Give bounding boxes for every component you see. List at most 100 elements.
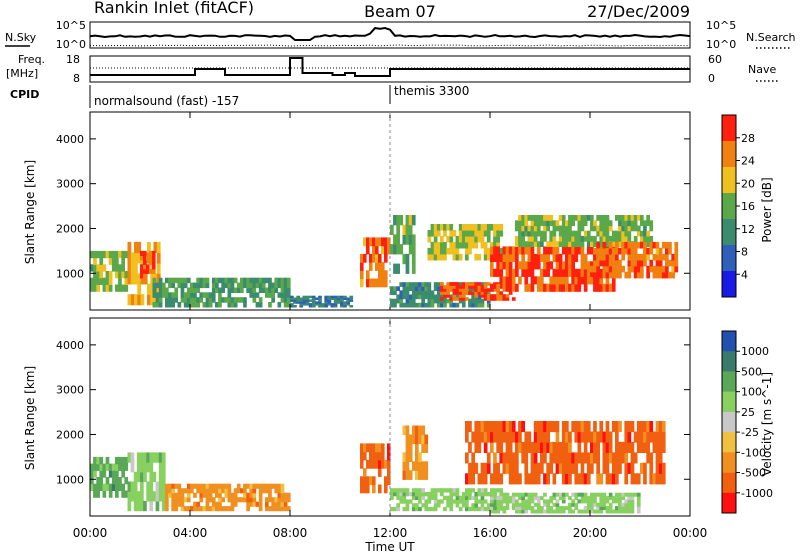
heatmap-cell <box>455 282 460 286</box>
heatmap-cell <box>155 297 160 303</box>
heatmap-cell <box>305 297 310 300</box>
heatmap-cell <box>433 235 438 243</box>
heatmap-cell <box>433 298 438 304</box>
heatmap-cell <box>311 305 316 308</box>
heatmap-cell <box>286 297 291 303</box>
heatmap-cell <box>449 492 454 497</box>
heatmap-cell <box>458 235 463 243</box>
heatmap-cell <box>363 484 367 494</box>
heatmap-cell <box>490 268 494 277</box>
heatmap-cell <box>418 434 422 445</box>
heatmap-cell <box>321 305 325 308</box>
heatmap-cell <box>268 492 272 498</box>
heatmap-cell <box>624 235 629 242</box>
heatmap-cell <box>583 506 588 511</box>
heatmap-cell <box>165 277 169 284</box>
heatmap-cell <box>590 265 594 273</box>
heatmap-cell <box>527 235 532 242</box>
heatmap-cell <box>483 285 488 289</box>
heatmap-cell <box>471 298 475 304</box>
heatmap-cell <box>277 483 282 489</box>
heatmap-cell <box>274 277 279 284</box>
heatmap-cell <box>508 421 513 433</box>
heatmap-cell <box>586 421 591 433</box>
heatmap-cell <box>580 496 585 501</box>
heatmap-cell <box>427 235 432 243</box>
heatmap-cell <box>378 253 382 263</box>
date-title: 27/Dec/2009 <box>587 2 690 21</box>
heatmap-cell <box>646 247 650 255</box>
heatmap-cell <box>636 506 641 511</box>
heatmap-cell <box>546 283 550 292</box>
heatmap-cell <box>436 241 441 249</box>
heatmap-cell <box>483 488 488 493</box>
heatmap-cell <box>471 462 475 474</box>
heatmap-cell <box>621 220 625 227</box>
heatmap-cell <box>415 434 419 445</box>
heatmap-cell <box>390 286 394 291</box>
freq-trace <box>90 57 690 77</box>
heatmap-cell <box>465 495 469 500</box>
heatmap-cell <box>449 288 454 292</box>
heatmap-cell <box>624 499 629 504</box>
heatmap-cell <box>465 297 469 301</box>
heatmap-cell <box>402 495 407 500</box>
heatmap-cell <box>249 287 254 293</box>
heatmap-cell <box>502 452 507 464</box>
heatmap-cell <box>586 473 591 485</box>
heatmap-cell <box>124 477 129 485</box>
heatmap-cell <box>480 291 485 295</box>
heatmap-cell <box>555 509 560 514</box>
heatmap-cell <box>305 303 310 306</box>
heatmap-cell <box>140 255 144 261</box>
heatmap-cell <box>468 302 472 308</box>
heatmap-cell <box>611 265 616 273</box>
heatmap-cell <box>521 253 525 262</box>
heatmap-cell <box>252 501 257 507</box>
heatmap-cell <box>518 492 522 497</box>
heatmap-cell <box>283 506 288 512</box>
heatmap-cell <box>533 215 538 221</box>
heatmap-cell <box>378 237 382 247</box>
heatmap-cell <box>156 241 161 253</box>
heatmap-cell <box>369 278 373 288</box>
heatmap-cell <box>93 284 97 292</box>
heatmap-cell <box>218 302 222 308</box>
heatmap-cell <box>271 501 275 507</box>
heatmap-cell <box>215 488 219 494</box>
heatmap-cell <box>568 253 572 262</box>
heatmap-cell <box>568 462 572 474</box>
heatmap-cell <box>599 509 604 514</box>
heatmap-cell <box>533 431 538 443</box>
heatmap-cell <box>258 302 263 308</box>
heatmap-cell <box>190 488 194 494</box>
heatmap-cell <box>593 253 597 261</box>
heatmap-cell <box>483 247 488 255</box>
heatmap-cell <box>527 261 532 270</box>
heatmap-cell <box>536 253 541 262</box>
heatmap-cell <box>565 276 569 285</box>
heatmap-cell <box>452 288 457 292</box>
heatmap-cell <box>586 241 591 247</box>
colorbar-tick-label: 500 <box>741 365 762 378</box>
heatmap-cell <box>274 483 279 489</box>
heatmap-cell <box>378 451 382 461</box>
heatmap-cell <box>99 477 104 485</box>
heatmap-cell <box>283 277 288 284</box>
colorbar-tick-label: -500 <box>741 467 766 480</box>
heatmap-cell <box>633 431 638 443</box>
heatmap-cell <box>555 421 560 433</box>
heatmap-cell <box>311 295 316 299</box>
heatmap-cell <box>363 476 367 486</box>
heatmap-cell <box>149 471 154 483</box>
heatmap-cell <box>580 421 585 433</box>
heatmap-cell <box>474 302 479 308</box>
heatmap-cell <box>533 276 538 285</box>
heatmap-cell <box>318 295 322 299</box>
colorbar-swatch <box>722 167 736 194</box>
heatmap-cell <box>511 502 516 507</box>
heatmap-cell <box>468 495 472 500</box>
heatmap-cell <box>381 237 385 247</box>
heatmap-cell <box>483 297 488 301</box>
heatmap-cell <box>671 271 675 279</box>
